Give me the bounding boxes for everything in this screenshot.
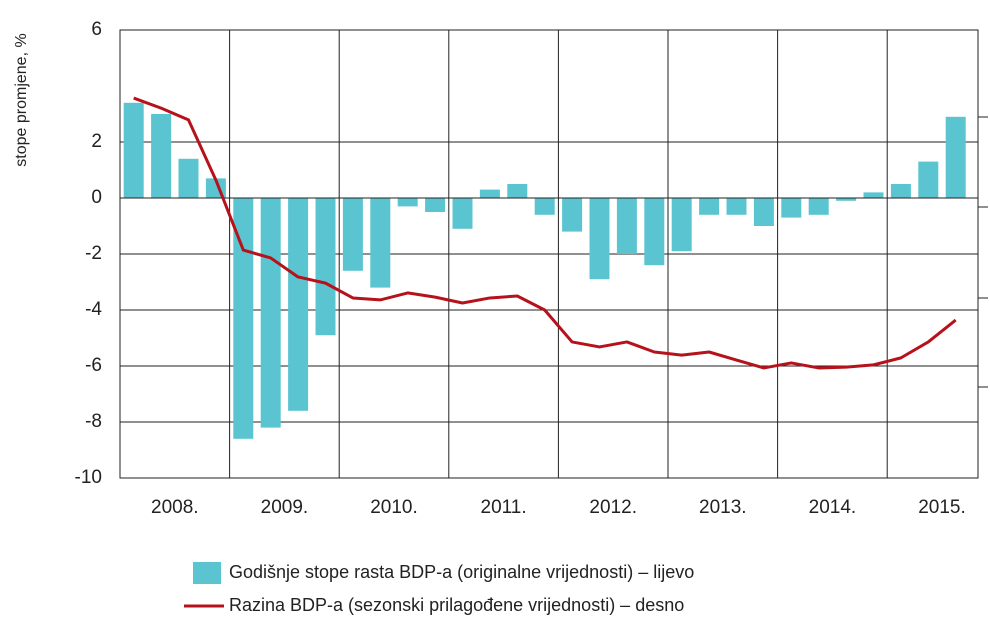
bar [288, 198, 309, 411]
legend-label: Razina BDP-a (sezonski prilagođene vrije… [229, 595, 684, 615]
y-tick-label: 0 [91, 187, 102, 208]
x-tick-label: 2015. [918, 497, 966, 518]
bar [726, 198, 747, 215]
bar [589, 198, 610, 280]
bar [178, 158, 199, 198]
bar [452, 198, 473, 229]
bar [260, 198, 281, 428]
bar [151, 114, 172, 198]
bar [616, 198, 637, 254]
bar [562, 198, 583, 232]
x-tick-label: 2011. [481, 497, 527, 518]
bar [315, 198, 336, 336]
y-tick-label: -8 [85, 411, 102, 432]
y-tick-label: -2 [85, 243, 102, 264]
bar [370, 198, 391, 288]
bar [918, 161, 939, 198]
y-tick-label: 6 [91, 19, 102, 40]
legend-swatch [193, 562, 221, 584]
y-tick-label: -4 [85, 299, 102, 320]
bar [123, 102, 144, 198]
bar [945, 116, 966, 198]
bar [507, 184, 528, 198]
x-tick-label: 2009. [261, 497, 309, 518]
y-axis-label: stope promjene, % [13, 33, 30, 166]
bar [836, 198, 857, 201]
bar [644, 198, 665, 266]
bar [233, 198, 254, 439]
bar [753, 198, 774, 226]
y-tick-label: 2 [91, 131, 102, 152]
y-tick-label: -6 [85, 355, 102, 376]
x-tick-label: 2008. [151, 497, 199, 518]
bar [534, 198, 555, 215]
x-tick-label: 2013. [699, 497, 747, 518]
x-tick-label: 2012. [589, 497, 637, 518]
bar [397, 198, 418, 207]
x-tick-label: 2010. [370, 497, 418, 518]
legend-label: Godišnje stope rasta BDP-a (originalne v… [229, 562, 694, 582]
bar [781, 198, 802, 218]
bar [671, 198, 692, 252]
plot-frame [119, 29, 979, 479]
x-tick-label: 2014. [809, 497, 857, 518]
bar [342, 198, 363, 271]
bar [479, 189, 500, 198]
bar [699, 198, 720, 215]
bar [863, 192, 884, 198]
y-tick-label: -10 [75, 467, 102, 488]
bar [808, 198, 829, 215]
bar [890, 184, 911, 198]
line [133, 96, 957, 370]
bar [425, 198, 446, 212]
